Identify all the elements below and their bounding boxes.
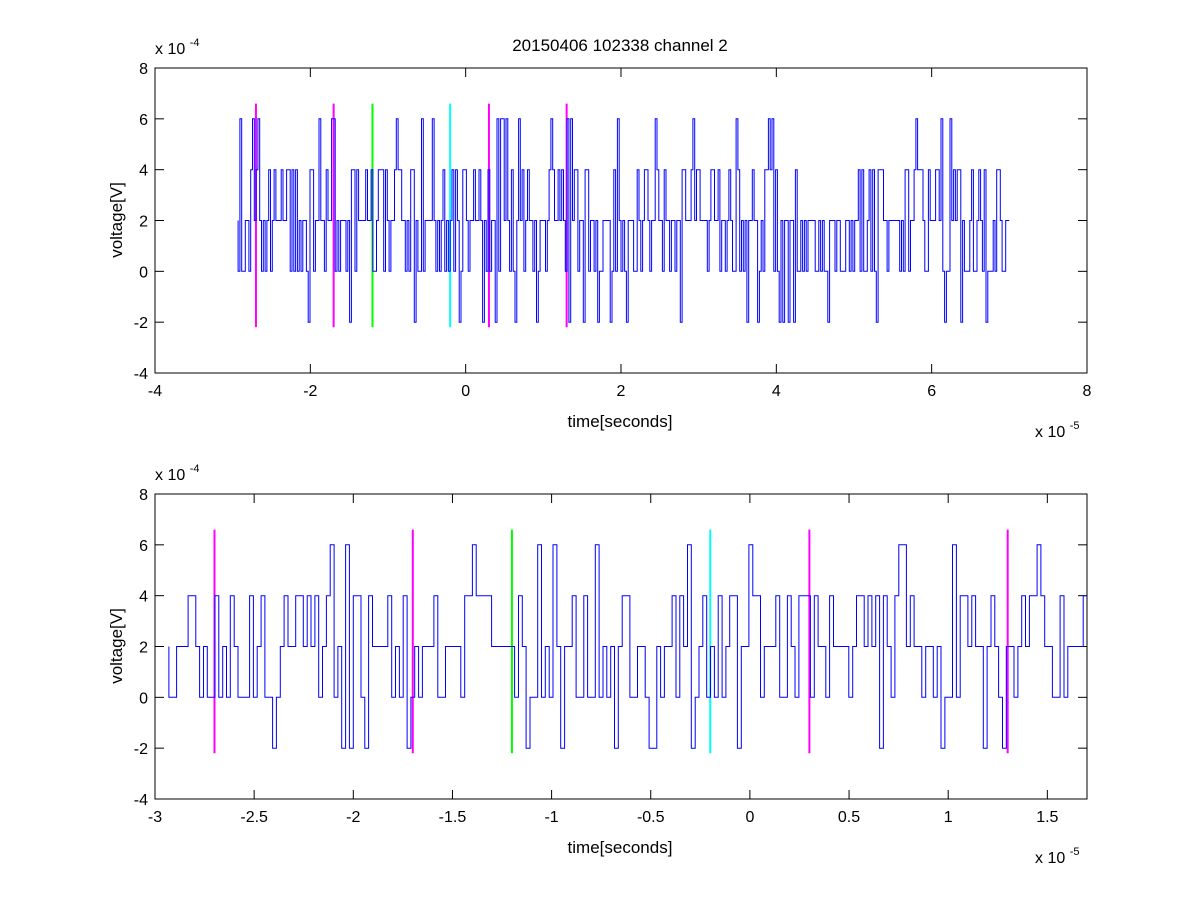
x-tick-label: -1.5 <box>439 809 467 826</box>
x-tick-label: -0.5 <box>637 809 665 826</box>
x-tick-label: 1.5 <box>1036 809 1058 826</box>
x-axis-label: time[seconds] <box>568 838 673 857</box>
signal-line <box>168 544 1087 749</box>
x-exponent-power: -5 <box>1070 420 1080 432</box>
y-exponent: x 10 -4 <box>155 463 199 484</box>
x-tick-labels: -3 -2.5 -2 -1.5 -1 -0.5 0 0.5 1 1.5 <box>148 809 1059 826</box>
x-exponent-base: x 10 <box>1035 424 1065 441</box>
y-exponent: x 10 -4 <box>155 37 199 58</box>
y-tick-label: -4 <box>134 792 148 809</box>
x-exponent-base: x 10 <box>1035 850 1065 867</box>
y-exponent-base: x 10 <box>155 41 185 58</box>
x-axis-label: time[seconds] <box>568 412 673 431</box>
y-tick-label: 2 <box>139 214 148 231</box>
top-axes: 20150406 102338 channel 2 -4 -2 0 2 4 6 8 -4 -2… <box>107 36 1092 441</box>
bottom-axes: -3 -2.5 -2 -1.5 -1 -0.5 0 0.5 1 1.5 -4 -2 0 2 4 6 8 tim… <box>107 463 1088 867</box>
x-tick-label: -3 <box>148 809 162 826</box>
x-tick-label: 4 <box>772 383 781 400</box>
x-tick-label: 1 <box>944 809 953 826</box>
x-exponent-power: -5 <box>1070 846 1080 858</box>
x-tick-label: 0 <box>461 383 470 400</box>
y-tick-label: -2 <box>134 315 148 332</box>
y-tick-label: -4 <box>134 366 148 383</box>
chart-title: 20150406 102338 channel 2 <box>512 36 728 55</box>
x-tick-label: 0 <box>745 809 754 826</box>
x-exponent: x 10 -5 <box>1035 420 1079 441</box>
y-tick-labels: -4 -2 0 2 4 6 8 <box>134 61 148 383</box>
y-tick-label: -2 <box>134 741 148 758</box>
y-tick-label: 0 <box>139 264 148 281</box>
y-exponent-base: x 10 <box>155 467 185 484</box>
y-exponent-power: -4 <box>190 463 200 475</box>
tick-marks <box>154 67 1088 374</box>
y-tick-labels: -4 -2 0 2 4 6 8 <box>134 487 148 809</box>
y-axis-label: voltage[V] <box>107 182 126 258</box>
x-tick-label: -2 <box>303 383 317 400</box>
x-tick-label: -4 <box>148 383 162 400</box>
x-tick-label: -2 <box>346 809 360 826</box>
x-tick-label: 2 <box>617 383 626 400</box>
x-tick-labels: -4 -2 0 2 4 6 8 <box>148 383 1092 400</box>
x-tick-label: 6 <box>927 383 936 400</box>
y-tick-label: 4 <box>139 589 148 606</box>
x-exponent: x 10 -5 <box>1035 846 1079 867</box>
signal-line <box>237 118 1010 323</box>
y-tick-label: 2 <box>139 640 148 657</box>
x-tick-label: -2.5 <box>240 809 268 826</box>
event-markers <box>213 529 1009 754</box>
tick-marks <box>154 493 1087 800</box>
x-tick-label: -1 <box>544 809 558 826</box>
y-exponent-power: -4 <box>190 37 200 49</box>
y-tick-label: 8 <box>139 487 148 504</box>
y-tick-label: 6 <box>139 112 148 129</box>
x-tick-label: 0.5 <box>838 809 860 826</box>
y-tick-label: 6 <box>139 538 148 555</box>
y-axis-label: voltage[V] <box>107 608 126 684</box>
x-tick-label: 8 <box>1083 383 1092 400</box>
y-tick-label: 8 <box>139 61 148 78</box>
y-tick-label: 0 <box>139 690 148 707</box>
y-tick-label: 4 <box>139 163 148 180</box>
